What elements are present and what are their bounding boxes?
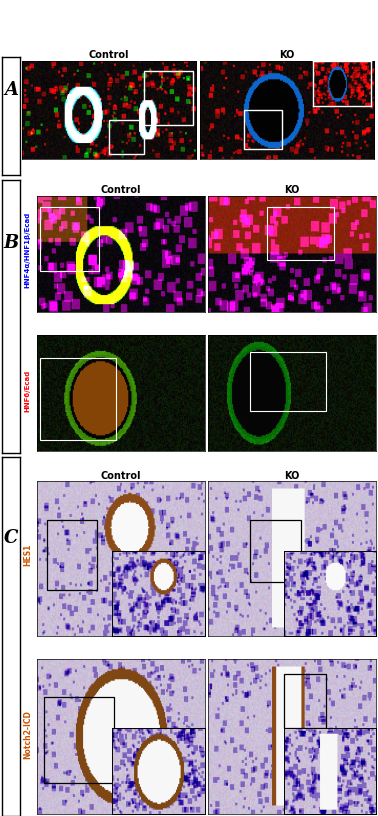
Text: HES1: HES1 (23, 543, 32, 566)
Title: Control: Control (101, 471, 141, 481)
Text: B: B (3, 234, 19, 252)
Bar (109, 120, 144, 154)
Text: Notch2-ICD: Notch2-ICD (23, 710, 32, 759)
Bar (267, 207, 334, 259)
Title: Control: Control (89, 51, 129, 60)
Title: KO: KO (285, 185, 300, 195)
Bar (243, 110, 282, 149)
Text: HNF4α/HNF1β/Ecad: HNF4α/HNF1β/Ecad (25, 212, 31, 288)
Bar (44, 697, 114, 783)
Bar (250, 521, 301, 583)
Title: KO: KO (285, 471, 300, 481)
Bar (40, 207, 99, 272)
Bar (47, 521, 98, 590)
Text: HNF6/Ecad: HNF6/Ecad (25, 370, 31, 412)
Bar (144, 71, 193, 125)
Bar (284, 674, 326, 728)
Text: C: C (4, 529, 18, 547)
Bar (40, 358, 116, 440)
Title: KO: KO (279, 51, 295, 60)
Title: Control: Control (101, 185, 141, 195)
Text: A: A (4, 81, 18, 99)
Bar (250, 353, 326, 410)
